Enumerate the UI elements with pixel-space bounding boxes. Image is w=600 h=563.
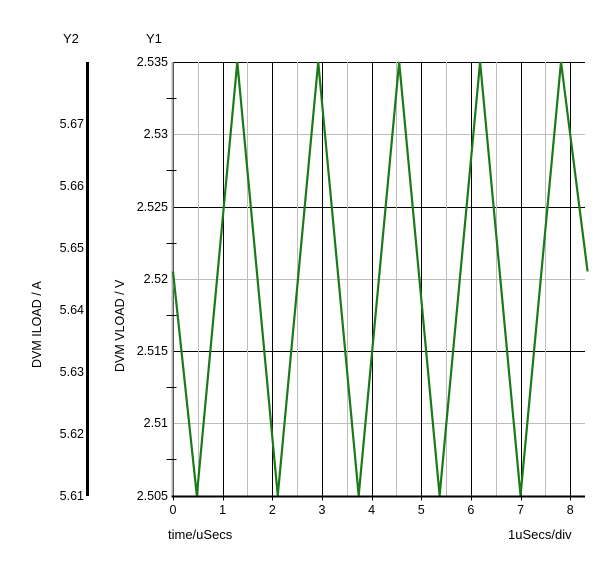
y2-tick-label: 5.61	[59, 488, 84, 503]
y1-tick-label: 2.53	[143, 127, 168, 142]
y2-tick-label: 5.63	[59, 364, 84, 379]
x-tick-label: 0	[169, 502, 177, 517]
y2-tick-label: 5.67	[59, 116, 84, 131]
y1-tick-label: 2.515	[136, 344, 168, 358]
x-axis-title: time/uSecs	[168, 527, 233, 542]
x-tick-label: 6	[467, 502, 475, 517]
x-tick-label: 4	[368, 502, 376, 517]
x-tick-label: 1	[219, 502, 227, 517]
y2-tick-label: 5.64	[59, 302, 84, 317]
y1-tick-label: 2.525	[136, 199, 168, 214]
x-tick-label: 5	[417, 502, 425, 517]
y2-axis-header: Y2	[63, 31, 79, 46]
y1-tick-label: 2.505	[136, 488, 168, 503]
x-tick-label: 2	[268, 502, 276, 517]
y2-axis-bar	[86, 62, 89, 496]
y1-tick-label: 2.51	[143, 416, 168, 431]
y2-tick-label: 5.62	[59, 426, 84, 441]
y1-axis-header: Y1	[146, 31, 162, 46]
x-scale-note: 1uSecs/div	[508, 527, 572, 542]
y2-tick-label: 5.65	[59, 240, 84, 255]
y2-tick-label: 5.66	[59, 178, 84, 193]
x-tick-label: 8	[566, 502, 574, 517]
x-tick-label: 3	[318, 502, 326, 517]
data-trace	[171, 61, 589, 496]
y1-tick-label: 2.52	[143, 271, 168, 286]
x-tick-label: 7	[517, 502, 525, 517]
y1-tick-label: 2.535	[136, 55, 168, 69]
